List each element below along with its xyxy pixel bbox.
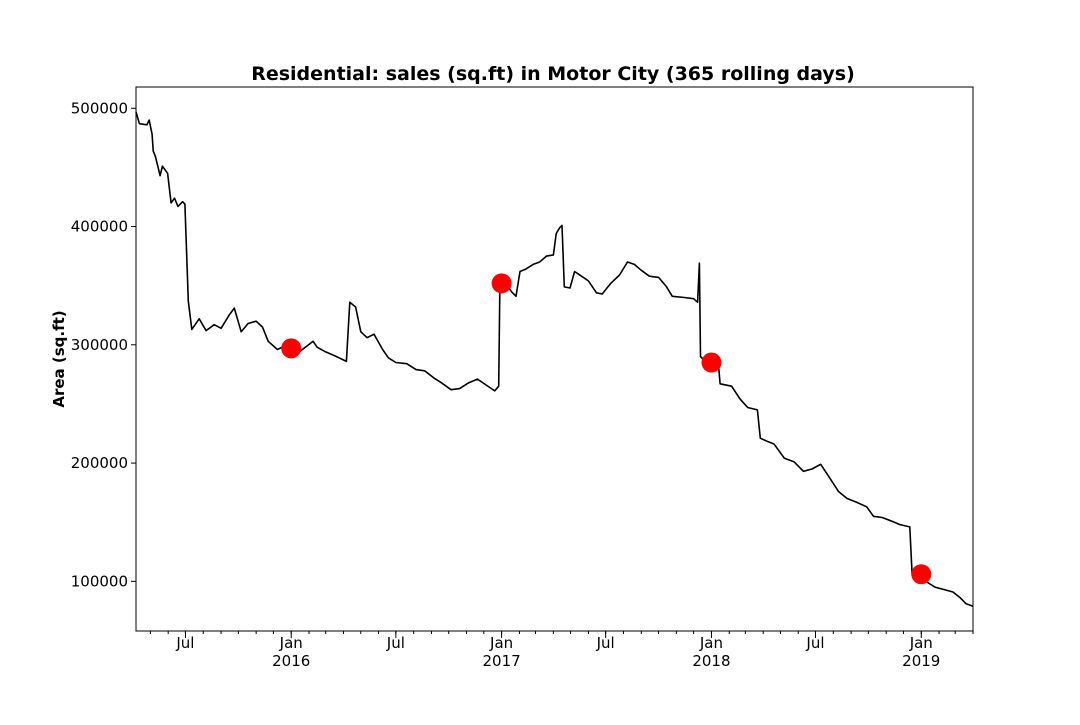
markers-group	[281, 273, 932, 585]
plot-frame	[135, 86, 974, 632]
y-axis-label: Area (sq.ft)	[50, 310, 68, 407]
y-tick-label-0: 100000	[71, 572, 128, 590]
x-tick-label-2: Jul	[386, 634, 405, 652]
y-axis: 100000 200000 300000 400000 500000	[71, 99, 136, 590]
x-tick-year-label-1: 2016	[272, 652, 310, 670]
x-tick-label-0: Jul	[175, 634, 194, 652]
y-tick-label-4: 500000	[71, 99, 128, 117]
marker-point-2	[701, 352, 722, 373]
series-group	[135, 111, 974, 607]
chart-title: Residential: sales (sq.ft) in Motor City…	[251, 63, 855, 85]
y-tick-label-3: 400000	[71, 218, 128, 236]
marker-point-0	[281, 338, 302, 359]
x-tick-label-6: Jul	[805, 634, 824, 652]
x-tick-label-3: Jan	[489, 634, 513, 652]
marker-point-3	[911, 564, 932, 585]
x-tick-year-label-5: 2018	[692, 652, 730, 670]
x-tick-label-4: Jul	[596, 634, 615, 652]
x-tick-label-5: Jan	[699, 634, 723, 652]
x-tick-label-1: Jan	[279, 634, 303, 652]
x-tick-label-7: Jan	[909, 634, 933, 652]
x-tick-year-label-3: 2017	[483, 652, 521, 670]
y-tick-label-2: 300000	[71, 336, 128, 354]
marker-point-1	[491, 273, 512, 294]
y-tick-label-1: 200000	[71, 454, 128, 472]
x-tick-year-label-7: 2019	[902, 652, 940, 670]
series-line-0	[135, 111, 974, 607]
